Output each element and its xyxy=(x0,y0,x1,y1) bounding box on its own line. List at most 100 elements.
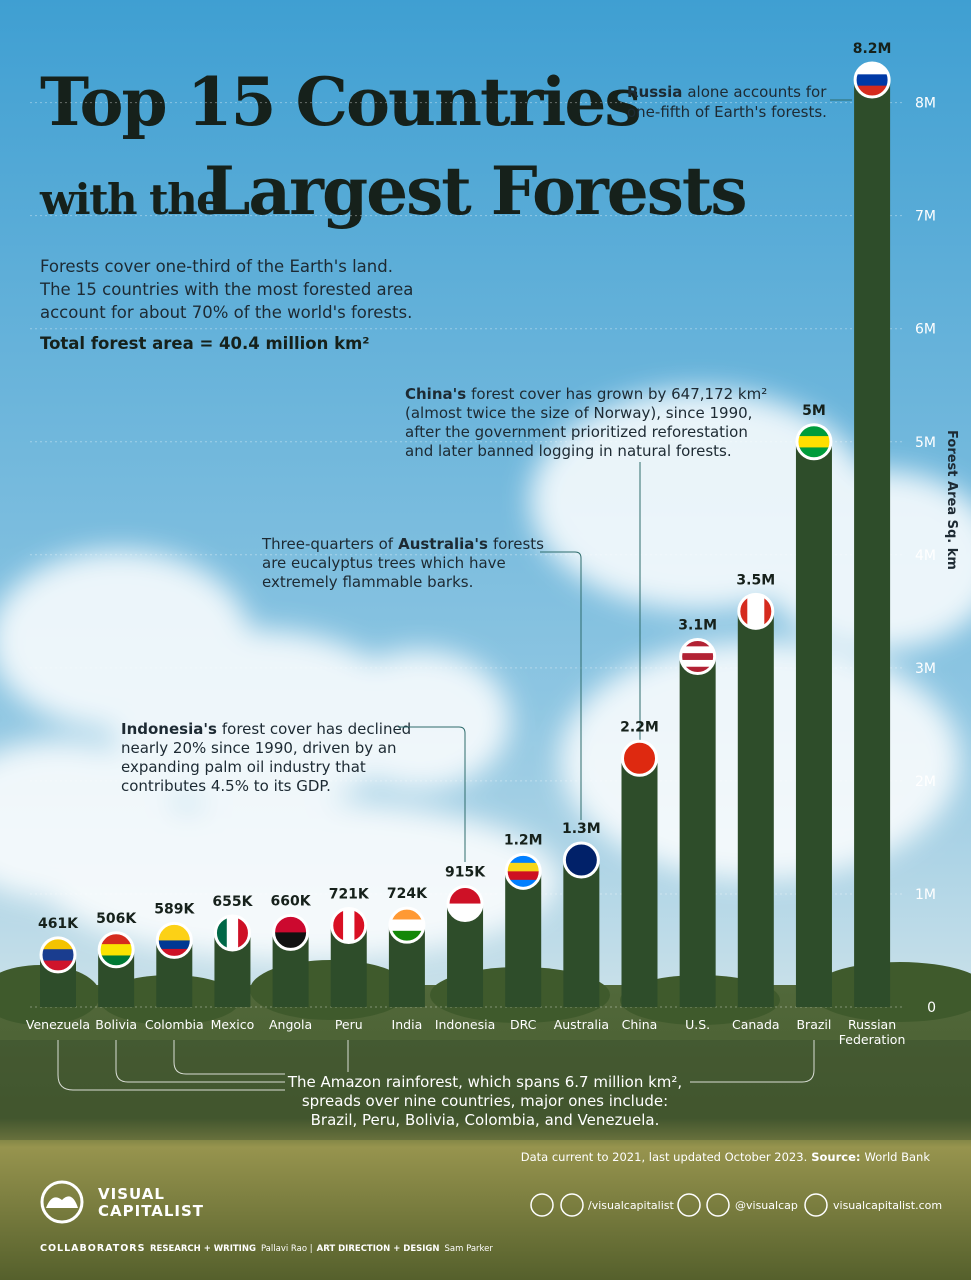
flag-stripe xyxy=(506,854,541,864)
flag-border xyxy=(853,61,891,99)
flag-stripe xyxy=(506,879,541,889)
flag-stripe xyxy=(41,937,75,950)
forest-ground xyxy=(0,985,971,1280)
flag xyxy=(738,594,773,629)
x-tick-label: U.S. xyxy=(685,1017,711,1032)
flag xyxy=(41,937,75,972)
annotation: expanding palm oil industry that xyxy=(121,758,366,776)
annotation: contributes 4.5% to its GDP. xyxy=(121,777,331,795)
leader xyxy=(57,1040,815,1091)
flag-stripe xyxy=(157,940,192,950)
logo-text: VISUAL xyxy=(98,1185,165,1203)
x-tick-label: Australia xyxy=(553,1017,609,1032)
x-tick-label: China xyxy=(621,1017,658,1032)
flag-border xyxy=(446,885,484,923)
value-label: 3.1M xyxy=(678,618,717,634)
value-label: 655K xyxy=(212,894,253,910)
flag-border xyxy=(737,592,775,630)
flag-stripe xyxy=(796,424,831,437)
value-label: 915K xyxy=(445,865,486,881)
y-tick-label: 8M xyxy=(915,96,936,112)
flag-stripe xyxy=(215,915,228,950)
title-line-1: Top 15 Countries xyxy=(40,63,640,141)
flag-stripe xyxy=(331,908,344,943)
flag xyxy=(855,63,890,97)
social-handle[interactable]: /visualcapitalist xyxy=(588,1199,674,1212)
flag-border xyxy=(155,921,193,959)
x-tick-label: Brazil xyxy=(796,1017,832,1032)
x-tick-label: Indonesia xyxy=(434,1017,496,1032)
y-tick-label: 2M xyxy=(915,774,936,790)
y-tick-label: 7M xyxy=(915,209,936,225)
annotation: extremely flammable barks. xyxy=(262,573,473,591)
value-label: 1.2M xyxy=(504,832,543,848)
value-label: 2.2M xyxy=(620,719,659,735)
flag-stripe xyxy=(389,908,424,920)
value-label: 721K xyxy=(329,886,370,902)
flag-stripe xyxy=(796,436,831,448)
flag-stripe xyxy=(157,923,192,933)
flag-stripe xyxy=(41,949,75,962)
flag xyxy=(680,639,715,674)
y-tick-label: 4M xyxy=(915,548,936,564)
flag-stripe xyxy=(506,871,541,881)
annotation: Three-quarters of Australia's forests xyxy=(261,535,544,553)
flag-border xyxy=(504,852,542,890)
y-tick-label: 3M xyxy=(915,661,936,677)
flag-stripe xyxy=(448,903,483,921)
value-label: 5M xyxy=(802,403,826,419)
title-line-2a: with the xyxy=(39,175,221,224)
flag-stripe xyxy=(855,63,890,75)
bar xyxy=(795,441,832,1007)
flag-stripe xyxy=(354,908,366,943)
flag-stripe xyxy=(273,915,308,933)
flag-stripe xyxy=(389,930,424,943)
website[interactable]: visualcapitalist.com xyxy=(833,1199,942,1212)
value-label: 461K xyxy=(38,916,79,932)
x-tick-label: Russian Federation xyxy=(838,1017,906,1047)
flag-stripe xyxy=(99,932,134,945)
flag-border xyxy=(39,936,77,974)
y-tick-label: 1M xyxy=(915,887,936,903)
annotation: after the government prioritized refores… xyxy=(405,423,748,441)
annotation: Indonesia's forest cover has declined xyxy=(121,720,411,738)
value-label: 660K xyxy=(271,893,312,909)
annotation: Russia alone accounts for xyxy=(627,83,827,101)
flag-stripe xyxy=(273,932,308,950)
y-tick-label: 0 xyxy=(927,1000,936,1016)
bar xyxy=(679,656,716,1007)
flag-stripe xyxy=(506,862,541,872)
value-label: 724K xyxy=(387,886,428,902)
flag-stripe xyxy=(680,653,715,661)
logo-text: CAPITALIST xyxy=(98,1202,204,1220)
bar xyxy=(505,871,542,1007)
flag xyxy=(389,908,424,943)
annotation: China's forest cover has grown by 647,172… xyxy=(405,385,767,403)
amazon-note: Brazil, Peru, Bolivia, Colombia, and Ven… xyxy=(311,1111,660,1129)
intro-3: account for about 70% of the world's for… xyxy=(40,303,412,322)
annotation: one-fifth of Earth's forests. xyxy=(627,103,827,121)
total: Total forest area = 40.4 million km² xyxy=(40,334,370,353)
x-tick-label: Bolivia xyxy=(95,1017,137,1032)
x-tick-label: Venezuela xyxy=(25,1017,91,1032)
flag-stripe xyxy=(680,659,715,668)
social-handle[interactable]: @visualcap xyxy=(735,1199,798,1212)
source: Data current to 2021, last updated Octob… xyxy=(521,1150,931,1164)
flag-stripe xyxy=(738,594,748,629)
flag-stripe xyxy=(680,666,715,674)
flag xyxy=(506,854,541,889)
flag-stripe xyxy=(343,908,355,943)
annotation: are eucalyptus trees which have xyxy=(262,554,506,572)
flag-border xyxy=(213,914,251,952)
x-tick-label: DRC xyxy=(509,1017,537,1032)
flag-stripe xyxy=(855,74,890,87)
logo xyxy=(40,1180,84,1224)
value-label: 589K xyxy=(154,901,195,917)
flag-border xyxy=(330,906,368,944)
flag xyxy=(273,915,308,950)
x-tick-label: Colombia xyxy=(144,1017,204,1032)
flag-stripe xyxy=(99,944,134,956)
intro-1: Forests cover one-third of the Earth's l… xyxy=(40,257,393,276)
value-label: 3.5M xyxy=(736,572,775,588)
flag xyxy=(215,915,250,950)
